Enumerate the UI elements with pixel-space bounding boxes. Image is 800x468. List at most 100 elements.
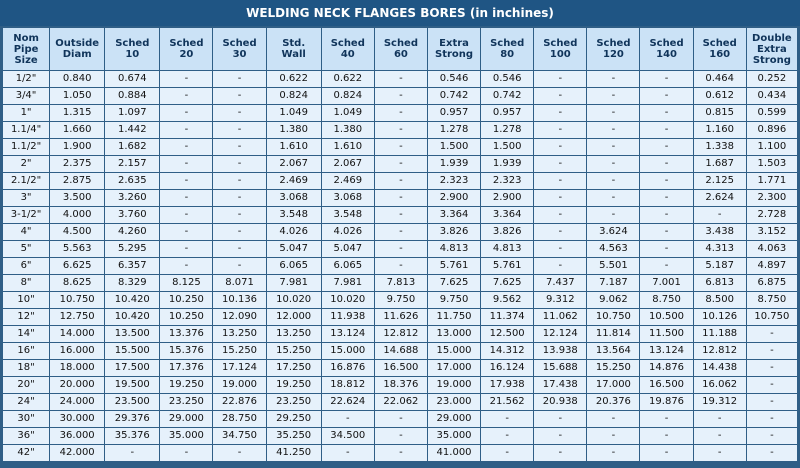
bore-value-cell: 0.612 (693, 88, 746, 104)
bore-value-cell: 1.049 (266, 105, 321, 121)
bore-value-cell: 3.152 (746, 224, 797, 240)
bore-value-cell: 0.957 (427, 105, 481, 121)
bore-value-cell: - (587, 122, 640, 138)
bore-value-cell: 0.742 (481, 88, 534, 104)
column-header: Sched 160 (693, 28, 746, 70)
bore-value-cell: 22.624 (321, 394, 374, 410)
bore-value-cell: 4.313 (693, 241, 746, 257)
bore-value-cell: 8.750 (640, 292, 693, 308)
bore-value-cell: 14.876 (640, 360, 693, 376)
bore-value-cell: - (693, 428, 746, 444)
column-header-line: Sched (596, 38, 631, 49)
bore-value-cell: - (374, 156, 427, 172)
bore-value-cell: 22.876 (213, 394, 266, 410)
bore-value-cell: 0.252 (746, 71, 797, 87)
bore-value-cell: 3.260 (105, 190, 160, 206)
bore-value-cell: - (534, 139, 587, 155)
pipe-size-cell: 5" (3, 241, 50, 257)
bore-value-cell: - (213, 190, 266, 206)
pipe-size-cell: 1.1/4" (3, 122, 50, 138)
table-row: 1.1/2" 1.900 1.682- -1.610 1.610-1.500 1.500-… (3, 139, 797, 155)
bore-value-cell: 12.500 (481, 326, 534, 342)
bore-value-cell: - (160, 88, 213, 104)
bore-value-cell: 15.688 (534, 360, 587, 376)
bore-value-cell: - (321, 411, 374, 427)
bore-value-cell: 29.376 (105, 411, 160, 427)
bore-value-cell: 6.875 (746, 275, 797, 291)
bore-value-cell: 34.750 (213, 428, 266, 444)
pipe-size-cell: 2" (3, 156, 50, 172)
bore-value-cell: - (321, 445, 374, 461)
bore-value-cell: - (160, 241, 213, 257)
pipe-size-cell: 3-1/2" (3, 207, 50, 223)
bore-value-cell: 9.750 (374, 292, 427, 308)
bore-value-cell: - (374, 258, 427, 274)
bore-value-cell: 16.062 (693, 377, 746, 393)
bore-value-cell: 17.938 (481, 377, 534, 393)
column-header-line: Wall (281, 49, 306, 60)
bore-value-cell: 10.750 (50, 292, 105, 308)
bore-value-cell: 13.124 (640, 343, 693, 359)
bore-value-cell: 11.750 (427, 309, 481, 325)
column-header: Sched 120 (587, 28, 640, 70)
bore-value-cell: 14.312 (481, 343, 534, 359)
bore-value-cell: 4.500 (50, 224, 105, 240)
bore-value-cell: 29.250 (266, 411, 321, 427)
pipe-size-cell: 8" (3, 275, 50, 291)
bore-value-cell: 8.329 (105, 275, 160, 291)
bore-value-cell: 0.622 (266, 71, 321, 87)
column-header-line: Sched (702, 38, 737, 49)
bore-value-cell: 2.125 (693, 173, 746, 189)
bore-value-cell: 8.750 (746, 292, 797, 308)
bore-value-cell: 24.000 (50, 394, 105, 410)
bore-value-cell: - (534, 428, 587, 444)
bore-value-cell: 29.000 (427, 411, 481, 427)
bore-value-cell: 15.250 (266, 343, 321, 359)
table-row: 20" 20.000 19.500 19.250 19.000 19.250 18.812 1… (3, 377, 797, 393)
bore-value-cell: - (746, 428, 797, 444)
bore-value-cell: - (374, 445, 427, 461)
bore-value-cell: - (587, 71, 640, 87)
bore-value-cell: 28.750 (213, 411, 266, 427)
column-header: Outside Diam (50, 28, 105, 70)
bore-value-cell: - (640, 190, 693, 206)
bore-value-cell: 7.625 (427, 275, 481, 291)
bore-value-cell: 4.563 (587, 241, 640, 257)
bore-value-cell: - (374, 173, 427, 189)
bore-value-cell: 1.771 (746, 173, 797, 189)
bore-value-cell: 19.250 (266, 377, 321, 393)
pipe-size-cell: 12" (3, 309, 50, 325)
bore-value-cell: 10.500 (640, 309, 693, 325)
bore-value-cell: 6.065 (321, 258, 374, 274)
bore-value-cell: 29.000 (160, 411, 213, 427)
bore-value-cell: 2.067 (321, 156, 374, 172)
bore-value-cell: - (640, 224, 693, 240)
column-header-line: Nom (13, 32, 39, 44)
bore-value-cell: - (587, 105, 640, 121)
bore-value-cell: 18.376 (374, 377, 427, 393)
bore-value-cell: 11.626 (374, 309, 427, 325)
bore-value-cell: 3.548 (321, 207, 374, 223)
bore-value-cell: 1.097 (105, 105, 160, 121)
bore-value-cell: - (374, 88, 427, 104)
column-header-line: 40 (340, 49, 355, 60)
bore-value-cell: 1.160 (693, 122, 746, 138)
bore-value-cell: 4.897 (746, 258, 797, 274)
bore-value-cell: - (374, 190, 427, 206)
column-header-line: 80 (500, 49, 515, 60)
bore-value-cell: - (534, 190, 587, 206)
bore-value-cell: 13.000 (427, 326, 481, 342)
bore-value-cell: 5.047 (266, 241, 321, 257)
bore-value-cell: - (374, 428, 427, 444)
bore-value-cell: - (160, 139, 213, 155)
column-header: Sched 30 (213, 28, 266, 70)
bore-value-cell: - (640, 241, 693, 257)
bore-value-cell: 0.546 (481, 71, 534, 87)
pipe-size-cell: 4" (3, 224, 50, 240)
bore-value-cell: 0.815 (693, 105, 746, 121)
bore-value-cell: 3.364 (427, 207, 481, 223)
table-row: 30" 30.000 29.376 29.000 28.750 29.250- -29.00… (3, 411, 797, 427)
bore-value-cell: 41.250 (266, 445, 321, 461)
bore-value-cell: 5.501 (587, 258, 640, 274)
bore-value-cell: 4.813 (481, 241, 534, 257)
